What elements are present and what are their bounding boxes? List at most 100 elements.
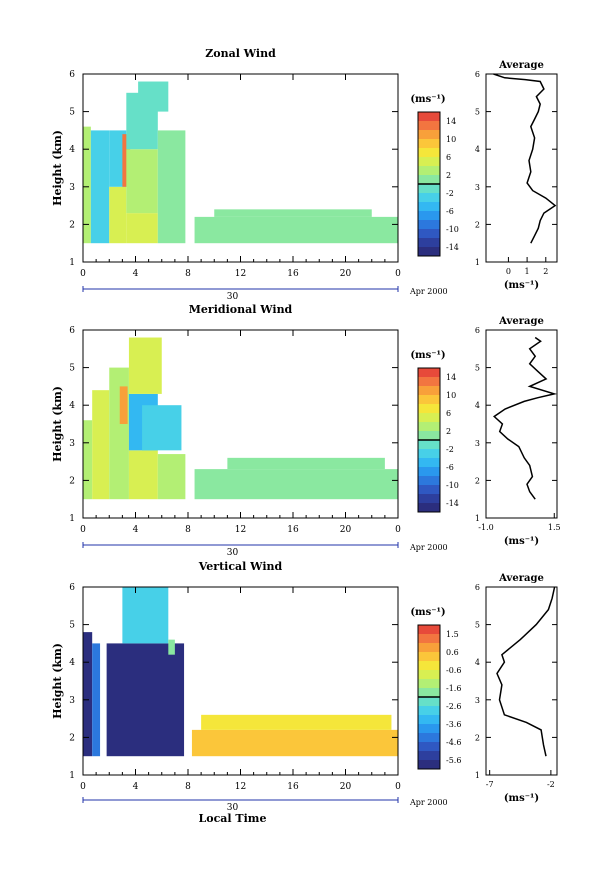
profile-y-tick-label: 3 (475, 696, 480, 705)
profile-y-tick-label: 6 (475, 326, 480, 335)
data-cell (201, 714, 392, 730)
colorbar-segment (418, 229, 440, 239)
profile-line (496, 586, 556, 757)
colorbar-segment (418, 485, 440, 495)
colorbar-segment (418, 121, 440, 131)
profile-title: Average (498, 60, 544, 71)
colorbar-label: -1.6 (446, 684, 461, 693)
profile-panel: Average 1 2 3 4 5 6 0 1 2 (ms⁻¹) (475, 60, 558, 291)
x-tick-label: 16 (287, 525, 299, 535)
colorbar-segment (418, 760, 440, 770)
colorbar-segment (418, 458, 440, 468)
data-cell (83, 632, 93, 757)
colorbar-segment (418, 220, 440, 230)
profile-y-tick-label: 4 (475, 145, 480, 154)
colorbar-label: -0.6 (446, 666, 461, 675)
day-label: 30 (227, 292, 239, 302)
data-cell (106, 643, 185, 757)
colorbar-segment (418, 742, 440, 752)
x-tick-label: 0 (395, 782, 401, 792)
x-tick-label: 0 (395, 525, 401, 535)
colorbar-segment (418, 386, 440, 396)
colorbar-segment (418, 431, 440, 441)
y-axis-label: Height (km) (51, 386, 64, 462)
x-tick-label: 0 (80, 782, 86, 792)
profile-frame (485, 73, 558, 263)
colorbar-segment (418, 148, 440, 158)
colorbar-segment (418, 202, 440, 212)
colorbar-segment (418, 715, 440, 725)
colorbar-segment (418, 440, 440, 450)
x-tick-label: 4 (133, 269, 139, 279)
x-tick-label: 4 (133, 525, 139, 535)
x-tick-label: 12 (235, 525, 246, 535)
colorbar-label: 0.6 (446, 648, 459, 657)
profile-panel: Average 1 2 3 4 5 6 -1.0 1.5 (ms⁻¹) (475, 316, 561, 547)
colorbar-segment (418, 238, 440, 248)
colorbar-label: -5.6 (446, 756, 461, 765)
colorbar-segment (418, 166, 440, 176)
y-tick-label: 3 (69, 439, 75, 449)
profile-y-tick-label: 5 (475, 621, 480, 630)
x-tick-label: 0 (80, 525, 86, 535)
colorbar-label: -14 (446, 499, 459, 508)
data-cell (191, 729, 398, 757)
panel-title: Meridional Wind (189, 303, 293, 316)
x-tick-label: 20 (340, 782, 352, 792)
colorbar-segment (418, 751, 440, 761)
data-cell (138, 81, 169, 112)
profile-x-axis-label: (ms⁻¹) (504, 793, 539, 804)
colorbar-segment (418, 494, 440, 504)
colorbar-label: 10 (446, 391, 456, 400)
profile-x-tick-label: 1.5 (548, 523, 561, 532)
colorbar-segment (418, 449, 440, 459)
data-cell (119, 386, 128, 424)
profile-y-tick-label: 3 (475, 183, 480, 192)
colorbar-label: 6 (446, 409, 451, 418)
colorbar-segment (418, 157, 440, 167)
colorbar-label: -6 (446, 463, 454, 472)
colorbar-segment (418, 652, 440, 662)
colorbar-segment (418, 467, 440, 477)
data-cell (126, 213, 158, 244)
date-label: Apr 2000 (409, 287, 448, 296)
colorbar-label: 2 (446, 427, 451, 436)
y-tick-label: 4 (69, 658, 75, 668)
y-tick-label: 6 (69, 326, 75, 336)
profile-y-tick-label: 1 (475, 771, 480, 780)
colorbar-segment (418, 661, 440, 671)
x-tick-label: 0 (80, 269, 86, 279)
colorbar-segment (418, 211, 440, 221)
data-cell (92, 643, 101, 757)
colorbar-label: -10 (446, 481, 459, 490)
y-tick-label: 2 (69, 476, 75, 486)
panel-title: Vertical Wind (198, 560, 283, 573)
colorbar-segment (418, 670, 440, 680)
colorbar-segment (418, 422, 440, 432)
profile-frame (485, 586, 558, 776)
profile-y-tick-label: 2 (475, 733, 480, 742)
profile-x-axis-label: (ms⁻¹) (504, 280, 539, 291)
data-cell (128, 337, 162, 394)
panel-title: Zonal Wind (205, 47, 276, 60)
colorbar-label: 1.5 (446, 630, 459, 639)
colorbar-segment (418, 503, 440, 513)
colorbar-label: -14 (446, 243, 459, 252)
colorbar-segment (418, 368, 440, 378)
x-axis-label: Local Time (199, 812, 267, 825)
colorbar-segment (418, 706, 440, 716)
colorbar-label: 2 (446, 171, 451, 180)
x-tick-label: 16 (287, 269, 299, 279)
colorbar-segment (418, 688, 440, 698)
y-axis-label: Height (km) (51, 643, 64, 719)
colorbar-label: 14 (446, 373, 456, 382)
colorbar-units: (ms⁻¹) (410, 350, 445, 361)
profile-y-tick-label: 5 (475, 108, 480, 117)
colorbar-segment (418, 733, 440, 743)
colorbar-units: (ms⁻¹) (410, 607, 445, 618)
colorbar-segment (418, 476, 440, 486)
data-cell (168, 639, 175, 655)
y-tick-label: 1 (69, 771, 75, 781)
